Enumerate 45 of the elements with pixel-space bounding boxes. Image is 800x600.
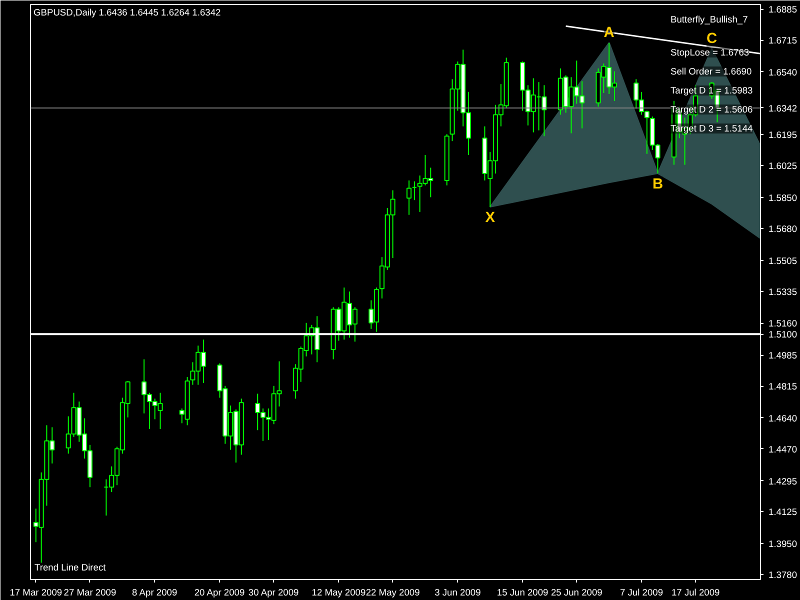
- annotation: Sell Order = 1.6690: [670, 66, 752, 76]
- y-tick-label: 1.4985: [768, 350, 798, 361]
- candlestick: [406, 180, 412, 216]
- annotation: StopLose = 1.6763: [670, 48, 750, 58]
- annotation: A: [604, 24, 615, 41]
- x-tick-label: 3 Jun 2009: [434, 588, 481, 598]
- y-tick-label: 1.4125: [768, 507, 798, 518]
- y-tick-label: 1.5335: [768, 286, 798, 297]
- x-tick-label: 7 Jul 2009: [620, 588, 664, 598]
- annotation: Target D 1 = 1.5983: [670, 86, 753, 96]
- y-tick-label: 1.5680: [768, 224, 798, 234]
- y-tick-label: 1.6715: [768, 36, 798, 46]
- y-tick-label: 1.3780: [768, 570, 798, 580]
- annotation: Target D 2 = 1.5606: [670, 104, 753, 114]
- annotation: Butterfly_Bullish_7: [670, 14, 748, 24]
- y-tick-label: 1.6885: [768, 4, 798, 15]
- y-tick-label: 1.4470: [768, 444, 798, 454]
- x-tick-label: 12 May 2009: [312, 588, 366, 598]
- x-tick-label: 20 Apr 2009: [194, 588, 245, 598]
- annotation: X: [485, 210, 496, 226]
- y-tick-label: 1.3950: [768, 539, 798, 550]
- x-tick-label: 27 Mar 2009: [64, 588, 116, 598]
- ref-line-label: 1.5100: [768, 330, 798, 340]
- y-tick-label: 1.4815: [768, 382, 798, 392]
- x-tick-label: 8 Apr 2009: [132, 588, 178, 598]
- annotation: B: [652, 176, 664, 193]
- annotation: Trend Line Direct: [34, 562, 106, 572]
- x-tick-label: 30 Apr 2009: [248, 588, 299, 598]
- ref-line-label: 1.6342: [768, 103, 798, 114]
- y-tick-label: 1.4640: [768, 413, 798, 424]
- x-tick-label: 22 May 2009: [366, 588, 420, 598]
- x-tick-label: 25 Jun 2009: [550, 588, 602, 598]
- y-tick-label: 1.6540: [768, 67, 798, 78]
- y-tick-label: 1.6025: [768, 161, 798, 172]
- y-tick-label: 1.4295: [768, 476, 798, 486]
- x-tick-label: 15 Jun 2009: [496, 588, 548, 598]
- annotation: Target D 3 = 1.5144: [670, 124, 753, 134]
- x-tick-label: 17 Jul 2009: [671, 588, 720, 598]
- annotation: C: [706, 30, 718, 47]
- y-tick-label: 1.6195: [768, 130, 798, 140]
- y-tick-label: 1.5505: [768, 256, 798, 266]
- y-tick-label: 1.5160: [768, 318, 798, 329]
- x-tick-label: 17 Mar 2009: [10, 588, 62, 598]
- chart-title: GBPUSD,Daily 1.6436 1.6445 1.6264 1.6342: [34, 8, 221, 18]
- y-tick-label: 1.5850: [768, 193, 798, 204]
